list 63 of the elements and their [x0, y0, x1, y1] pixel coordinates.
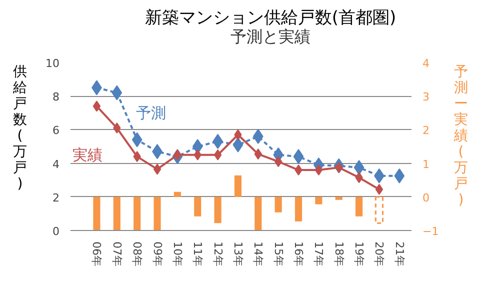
x-tick-label: 10年 — [170, 242, 184, 266]
bar — [315, 196, 322, 204]
bar — [374, 196, 384, 224]
x-tick-label: 06年 — [90, 242, 104, 266]
y2-tick-label: 2 — [422, 124, 430, 138]
series-label: 予測 — [136, 104, 166, 122]
point — [375, 184, 384, 195]
point — [214, 149, 222, 160]
x-tick-label: 11年 — [191, 242, 204, 266]
x-tick-label: 18年 — [332, 242, 346, 266]
point — [314, 164, 323, 176]
bar — [93, 196, 100, 230]
x-tick-label: 08年 — [130, 242, 144, 266]
bar — [335, 196, 342, 200]
bar — [134, 196, 141, 230]
y2-tick-label: 0 — [422, 191, 430, 204]
bar — [274, 196, 282, 212]
bar — [214, 196, 222, 224]
y-tick-label: 10 — [46, 57, 60, 70]
series-label: 実績 — [72, 146, 103, 164]
y-tick-label: 6 — [52, 124, 60, 138]
chart-title: 新築マンション供給戸数(首都圏) — [144, 7, 396, 28]
point — [274, 156, 282, 168]
bar — [254, 196, 262, 230]
x-tick-label: 12年 — [211, 242, 224, 266]
point — [293, 149, 304, 164]
point — [394, 168, 405, 184]
y-tick-label: 0 — [52, 225, 60, 238]
y-tick-label: 2 — [52, 191, 60, 204]
point — [132, 132, 142, 148]
y2-tick-label: 3 — [422, 90, 430, 104]
bar — [356, 196, 363, 216]
bar — [234, 175, 242, 197]
point — [112, 85, 122, 100]
x-tick-label: 20年 — [372, 242, 386, 266]
y-tick-label: 8 — [52, 90, 60, 104]
x-tick-label: 07年 — [110, 242, 124, 266]
y-axis-title: 供給戸数(万戸) — [13, 64, 27, 192]
point — [232, 137, 244, 152]
bar — [174, 192, 181, 197]
x-tick-label: 19年 — [352, 242, 366, 266]
bar — [194, 196, 202, 216]
x-tick-label: 14年 — [252, 242, 265, 266]
y2-tick-label: 1 — [422, 158, 430, 171]
bar — [113, 196, 120, 230]
x-tick-label: 17年 — [312, 242, 326, 266]
y-tick-label: 4 — [52, 158, 60, 171]
chart-subtitle: 予測と実績 — [230, 26, 310, 48]
y2-tick-label: 4 — [422, 57, 430, 70]
point — [354, 160, 364, 175]
x-tick-label: 21年 — [392, 242, 406, 266]
x-tick-label: 13年 — [231, 242, 244, 266]
bar — [154, 196, 161, 230]
bar — [294, 196, 302, 222]
point — [92, 100, 101, 112]
x-tick-label: 09年 — [150, 242, 164, 266]
x-tick-label: 16年 — [292, 242, 306, 266]
text: 予測ー実績(万戸) — [454, 64, 468, 208]
x-tick-label: 15年 — [272, 242, 285, 266]
point — [335, 162, 343, 173]
point — [252, 128, 264, 144]
y2-tick-label: −1 — [422, 225, 439, 238]
point — [153, 164, 162, 175]
